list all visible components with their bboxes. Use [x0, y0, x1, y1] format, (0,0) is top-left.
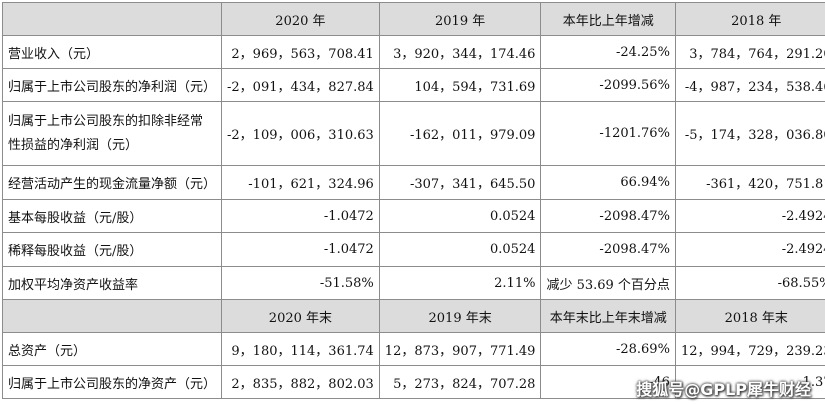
- value-cell: 3，784，764，291.20: [674, 35, 825, 69]
- row-label: 稀释每股收益（元/股）: [1, 232, 223, 267]
- value-cell: 0.0524: [378, 199, 542, 233]
- header-cell: [1, 299, 223, 333]
- value-cell: -51.58%: [221, 266, 380, 300]
- header-cell: 2018 年末: [674, 299, 825, 333]
- value-cell: 0.0524: [378, 232, 542, 267]
- row-label: 经营活动产生的现金流量净额（元）: [1, 165, 223, 200]
- row-label: 归属于上市公司股东的扣除非经常 性损益的净利润（元）: [1, 101, 223, 166]
- table-row: 基本每股收益（元/股） -1.0472 0.0524 -2098.47% -2.…: [1, 199, 825, 233]
- header-cell: [1, 2, 223, 36]
- header-cell: 本年比上年增减: [540, 2, 676, 36]
- value-cell: -24.25%: [540, 35, 676, 69]
- watermark: 搜狐号@GPLP犀牛财经: [636, 380, 811, 399]
- value-cell: -361，420，751.81: [674, 165, 825, 200]
- row-label: 营业收入（元）: [1, 35, 223, 69]
- value-cell: -1201.76%: [540, 101, 676, 166]
- value-cell: -2099.56%: [540, 68, 676, 102]
- value-cell: 5，273，824，707.28: [378, 365, 542, 399]
- row-label: 加权平均净资产收益率: [1, 266, 223, 300]
- value-cell: -1.0472: [221, 199, 380, 233]
- value-cell: -1.0472: [221, 232, 380, 267]
- value-cell: -101，621，324.96: [221, 165, 380, 200]
- value-cell: 12，873，907，771.49: [378, 332, 542, 366]
- value-cell: 3，920，344，174.46: [378, 35, 542, 69]
- value-cell: -46: [540, 365, 676, 399]
- row-label-line: 归属于上市公司股东的扣除非经常: [8, 113, 204, 129]
- value-cell: -4，987，234，538.46: [674, 68, 825, 102]
- table-row: 归属于上市公司股东的净利润（元） -2，091，434，827.84 104，5…: [1, 68, 825, 102]
- value-cell: -2098.47%: [540, 232, 676, 267]
- table-row: 归属于上市公司股东的净资产（元） 2，835，882，802.03 5，273，…: [1, 365, 825, 399]
- row-label: 归属于上市公司股东的净利润（元）: [1, 68, 223, 102]
- header-cell: 2020 年: [221, 2, 380, 36]
- table-row: 营业收入（元） 2，969，563，708.41 3，920，344，174.4…: [1, 35, 825, 69]
- value-cell: -2098.47%: [540, 199, 676, 233]
- header-cell: 2018 年: [674, 2, 825, 36]
- value-cell: -2，109，006，310.63: [221, 101, 380, 166]
- row-label: 总资产（元）: [1, 332, 223, 366]
- table-row: 总资产（元） 9，180，114，361.74 12，873，907，771.4…: [1, 332, 825, 366]
- value-cell: -5，174，328，036.80: [674, 101, 825, 166]
- value-cell: 2，969，563，708.41: [221, 35, 380, 69]
- table-row: 归属于上市公司股东的扣除非经常 性损益的净利润（元） -2，109，006，310…: [1, 101, 825, 166]
- value-cell: -2，091，434，827.84: [221, 68, 380, 102]
- header-row-annual: 2020 年 2019 年 本年比上年增减 2018 年: [1, 2, 825, 36]
- header-row-year-end: 2020 年末 2019 年末 本年末比上年末增减 2018 年末: [1, 299, 825, 333]
- value-cell: -2.4924: [674, 232, 825, 267]
- table-row: 稀释每股收益（元/股） -1.0472 0.0524 -2098.47% -2.…: [1, 232, 825, 267]
- header-cell: 本年末比上年末增减: [540, 299, 676, 333]
- row-label: 基本每股收益（元/股）: [1, 199, 223, 233]
- header-cell: 2020 年末: [221, 299, 380, 333]
- table-row: 加权平均净资产收益率 -51.58% 2.11% 减少 53.69 个百分点 -…: [1, 266, 825, 300]
- value-cell: 12，994，729，239.23: [674, 332, 825, 366]
- value-cell: 66.94%: [540, 165, 676, 200]
- value-cell: 9，180，114，361.74: [221, 332, 380, 366]
- row-label-line: 性损益的净利润（元）: [8, 137, 139, 153]
- header-cell: 2019 年末: [378, 299, 542, 333]
- value-cell: -28.69%: [540, 332, 676, 366]
- value-cell: 2.11%: [378, 266, 542, 300]
- value-cell: 2，835，882，802.03: [221, 365, 380, 399]
- value-cell: -307，341，645.50: [378, 165, 542, 200]
- value-cell: 减少 53.69 个百分点: [540, 266, 676, 300]
- value-cell: -162，011，979.09: [378, 101, 542, 166]
- value-cell: -68.55%: [674, 266, 825, 300]
- row-label: 归属于上市公司股东的净资产（元）: [1, 365, 223, 399]
- table-row: 经营活动产生的现金流量净额（元） -101，621，324.96 -307，34…: [1, 165, 825, 200]
- value-cell: 104，594，731.69: [378, 68, 542, 102]
- value-cell: 1.37: [674, 365, 825, 399]
- header-cell: 2019 年: [378, 2, 542, 36]
- value-cell: -2.4924: [674, 199, 825, 233]
